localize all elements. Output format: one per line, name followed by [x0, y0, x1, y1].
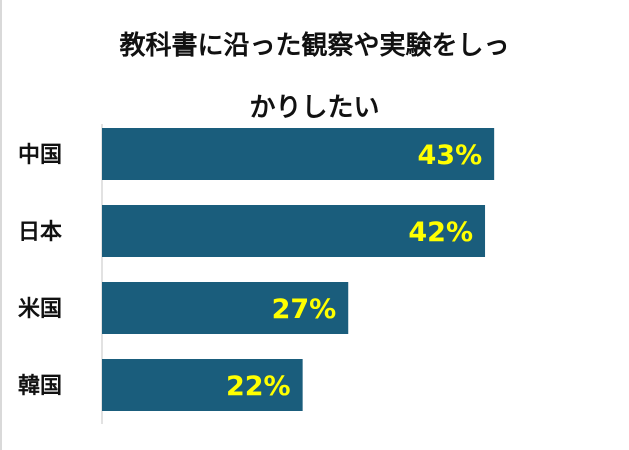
bar [102, 359, 303, 411]
chart-title-line-2: かりしたい [249, 93, 380, 123]
category-label: 韓国 [18, 373, 62, 399]
data-label: 27% [272, 294, 337, 325]
bar [102, 205, 486, 257]
data-label: 42% [408, 217, 473, 248]
category-label: 日本 [18, 220, 62, 245]
bar [102, 128, 495, 180]
category-label: 中国 [18, 143, 62, 168]
data-label: 22% [226, 371, 291, 402]
left-edge-line [0, 0, 2, 450]
category-label: 米国 [18, 297, 62, 322]
bar [102, 282, 349, 334]
data-label: 43% [418, 140, 483, 171]
chart-title-line-1: 教科書に沿った観察や実験をしっ [119, 31, 510, 61]
